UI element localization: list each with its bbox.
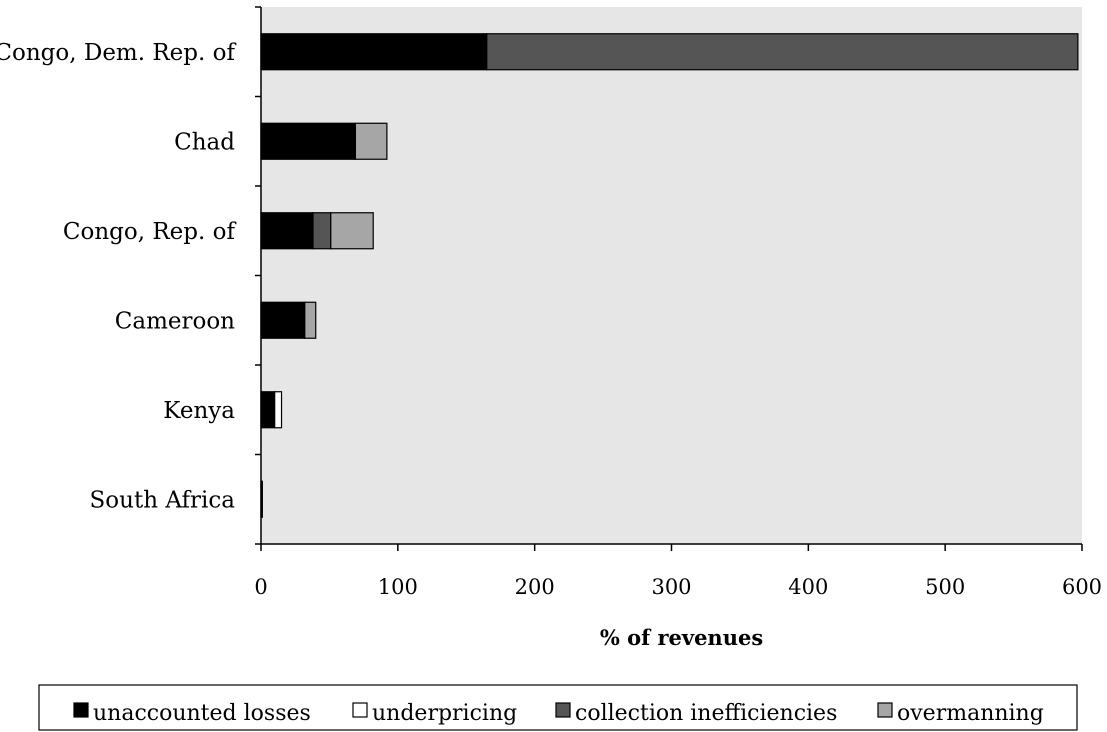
legend-swatch-3 (877, 702, 893, 718)
bar-segment-3-3 (304, 301, 317, 339)
legend-label-1: underpricing (372, 701, 517, 726)
bar-segment-4-1 (274, 391, 283, 429)
x-tick-labels: 0 100 200 300 400 500 600 (254, 575, 1102, 599)
x-tick-label-6: 600 (1062, 575, 1102, 599)
legend: unaccounted losses underpricing collection… (38, 684, 1078, 731)
x-tick-label-3: 300 (651, 575, 691, 599)
bar-segment-0-2 (486, 33, 1079, 71)
legend-label-0: unaccounted losses (93, 701, 311, 726)
x-tick-label-1: 100 (378, 575, 418, 599)
bar-segment-2-3 (330, 212, 374, 250)
bar-segment-3-0 (260, 301, 306, 339)
bar-segment-1-0 (260, 122, 357, 160)
bar-segment-2-0 (260, 212, 314, 250)
axes-group (255, 6, 1083, 551)
x-tick-label-2: 200 (515, 575, 555, 599)
category-label-3: Cameroon (115, 308, 235, 334)
legend-swatch-1 (352, 702, 368, 718)
bar-segment-0-0 (260, 33, 488, 71)
legend-label-3: overmanning (897, 701, 1044, 726)
x-axis-title: % of revenues (600, 625, 763, 650)
plot-area (261, 7, 1082, 544)
category-labels: Congo, Dem. Rep. of Chad Congo, Rep. of Cam… (0, 40, 236, 514)
category-label-2: Congo, Rep. of (63, 219, 237, 245)
category-label-5: South Africa (90, 487, 236, 513)
x-tick-label-5: 500 (925, 575, 965, 599)
bar-segment-4-0 (260, 391, 276, 429)
category-label-0: Congo, Dem. Rep. of (0, 40, 236, 66)
bar-segment-2-2 (312, 212, 332, 250)
x-tick-label-0: 0 (254, 575, 267, 599)
x-tick-label-4: 400 (788, 575, 828, 599)
legend-label-2: collection inefficiencies (575, 701, 837, 726)
bar-segment-1-3 (354, 122, 388, 160)
category-label-4: Kenya (163, 398, 235, 424)
legend-swatch-0 (73, 702, 89, 718)
category-label-1: Chad (174, 129, 235, 155)
legend-swatch-2 (555, 702, 571, 718)
bars-group (260, 33, 1079, 518)
